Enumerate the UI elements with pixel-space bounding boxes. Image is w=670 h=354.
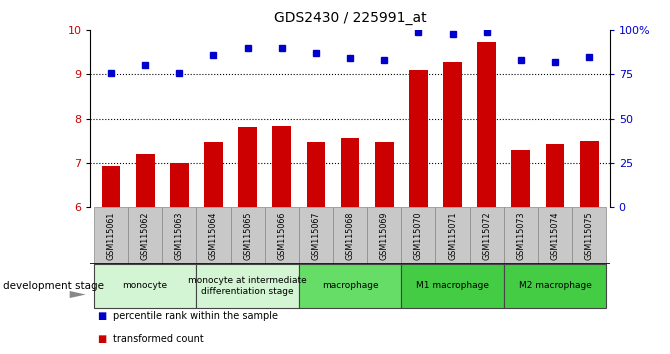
Bar	[196, 207, 230, 264]
Bar	[572, 207, 606, 264]
Text: macrophage: macrophage	[322, 281, 379, 290]
Bar	[504, 207, 538, 264]
Bar	[401, 264, 504, 308]
Bar	[204, 142, 223, 207]
Bar	[538, 207, 572, 264]
Text: GSM115063: GSM115063	[175, 211, 184, 259]
Text: ■: ■	[97, 311, 107, 321]
Bar	[273, 126, 291, 207]
Polygon shape	[70, 291, 86, 298]
Bar	[306, 142, 326, 207]
Bar	[375, 142, 394, 207]
Bar	[196, 264, 299, 308]
Text: GSM115070: GSM115070	[414, 211, 423, 260]
Bar	[443, 62, 462, 207]
Text: GSM115061: GSM115061	[107, 211, 115, 259]
Bar	[504, 264, 606, 308]
Bar	[230, 207, 265, 264]
Text: transformed count: transformed count	[113, 334, 203, 344]
Bar	[94, 207, 128, 264]
Text: GDS2430 / 225991_at: GDS2430 / 225991_at	[274, 11, 426, 25]
Text: development stage: development stage	[3, 281, 105, 291]
Bar	[401, 207, 436, 264]
Bar	[470, 207, 504, 264]
Bar	[333, 207, 367, 264]
Text: ■: ■	[97, 334, 107, 344]
Text: monocyte: monocyte	[123, 281, 168, 290]
Text: GSM115065: GSM115065	[243, 211, 252, 260]
Text: GSM115069: GSM115069	[380, 211, 389, 260]
Bar	[162, 207, 196, 264]
Bar	[102, 166, 121, 207]
Text: M2 macrophage: M2 macrophage	[519, 281, 592, 290]
Bar	[477, 42, 496, 207]
Bar	[239, 127, 257, 207]
Text: GSM115074: GSM115074	[551, 211, 559, 260]
Bar	[128, 207, 162, 264]
Bar	[340, 138, 360, 207]
Text: GSM115066: GSM115066	[277, 211, 286, 259]
Text: GSM115064: GSM115064	[209, 211, 218, 259]
Bar	[409, 70, 427, 207]
Bar	[265, 207, 299, 264]
Text: GSM115068: GSM115068	[346, 211, 354, 259]
Text: M1 macrophage: M1 macrophage	[416, 281, 489, 290]
Text: GSM115067: GSM115067	[312, 211, 320, 260]
Text: GSM115075: GSM115075	[585, 211, 594, 260]
Bar	[299, 264, 401, 308]
Bar	[580, 141, 598, 207]
Bar	[94, 264, 196, 308]
Text: GSM115072: GSM115072	[482, 211, 491, 260]
Bar	[511, 150, 530, 207]
Bar	[436, 207, 470, 264]
Bar	[545, 144, 564, 207]
Bar	[299, 207, 333, 264]
Text: percentile rank within the sample: percentile rank within the sample	[113, 311, 277, 321]
Text: GSM115073: GSM115073	[517, 211, 525, 260]
Text: monocyte at intermediate
differentiation stage: monocyte at intermediate differentiation…	[188, 276, 307, 296]
Text: GSM115071: GSM115071	[448, 211, 457, 260]
Bar	[170, 163, 189, 207]
Text: GSM115062: GSM115062	[141, 211, 149, 260]
Bar	[136, 154, 155, 207]
Bar	[367, 207, 401, 264]
